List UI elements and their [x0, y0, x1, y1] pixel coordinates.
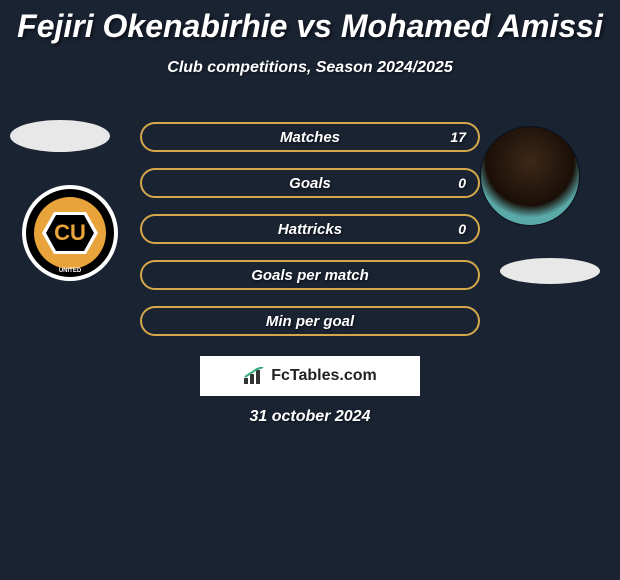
- stat-value-right: 0: [458, 216, 466, 242]
- brand-text: FcTables.com: [271, 367, 377, 385]
- player-right-flag-placeholder: [500, 258, 600, 284]
- stat-bar-min-per-goal: Min per goal: [140, 306, 480, 336]
- brand-attribution: FcTables.com: [200, 356, 420, 396]
- player-left-flag-placeholder: [10, 120, 110, 152]
- stats-container: Matches 17 Goals 0 Hattricks 0 Goals per…: [140, 122, 480, 352]
- date-text: 31 october 2024: [0, 408, 620, 426]
- stat-bar-goals: Goals 0: [140, 168, 480, 198]
- stat-label: Matches: [142, 124, 478, 150]
- stat-bar-goals-per-match: Goals per match: [140, 260, 480, 290]
- stat-label: Min per goal: [142, 308, 478, 334]
- page-title: Fejiri Okenabirhie vs Mohamed Amissi: [0, 0, 620, 45]
- bar-chart-icon: [243, 367, 265, 385]
- subtitle: Club competitions, Season 2024/2025: [0, 59, 620, 77]
- stat-label: Hattricks: [142, 216, 478, 242]
- svg-text:UNITED: UNITED: [59, 268, 82, 274]
- club-badge-left: CU UNITED: [20, 178, 120, 288]
- stat-value-right: 17: [450, 124, 466, 150]
- stat-label: Goals: [142, 170, 478, 196]
- player-right-avatar: [480, 126, 580, 226]
- stat-bar-matches: Matches 17: [140, 122, 480, 152]
- stat-label: Goals per match: [142, 262, 478, 288]
- svg-text:CU: CU: [54, 220, 86, 245]
- stat-bar-hattricks: Hattricks 0: [140, 214, 480, 244]
- stat-value-right: 0: [458, 170, 466, 196]
